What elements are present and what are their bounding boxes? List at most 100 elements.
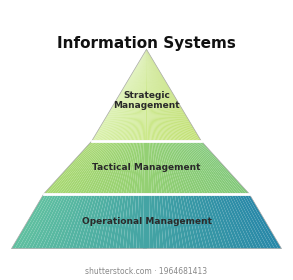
Polygon shape	[136, 141, 142, 194]
Polygon shape	[55, 194, 80, 249]
Polygon shape	[103, 194, 116, 249]
Polygon shape	[146, 49, 155, 141]
Polygon shape	[146, 49, 151, 141]
Polygon shape	[108, 141, 127, 194]
Polygon shape	[44, 141, 93, 194]
Polygon shape	[86, 194, 103, 249]
Polygon shape	[146, 49, 174, 141]
Polygon shape	[183, 194, 197, 249]
Polygon shape	[146, 49, 175, 141]
Polygon shape	[141, 49, 146, 141]
Polygon shape	[112, 49, 146, 141]
Polygon shape	[113, 141, 130, 194]
Polygon shape	[120, 49, 146, 141]
Polygon shape	[18, 194, 52, 249]
Polygon shape	[49, 194, 75, 249]
Polygon shape	[100, 49, 146, 141]
Polygon shape	[146, 49, 166, 141]
Polygon shape	[115, 49, 146, 141]
Polygon shape	[226, 194, 255, 249]
Polygon shape	[98, 141, 122, 194]
Polygon shape	[146, 49, 177, 141]
Polygon shape	[118, 141, 133, 194]
Polygon shape	[121, 141, 134, 194]
Polygon shape	[104, 49, 146, 141]
Polygon shape	[114, 49, 146, 141]
Polygon shape	[119, 49, 146, 141]
Polygon shape	[146, 49, 160, 141]
Polygon shape	[96, 194, 110, 249]
Polygon shape	[146, 49, 185, 141]
Polygon shape	[146, 49, 156, 141]
Polygon shape	[231, 194, 261, 249]
Polygon shape	[146, 49, 159, 141]
Polygon shape	[62, 194, 85, 249]
Polygon shape	[108, 49, 146, 141]
Polygon shape	[99, 194, 113, 249]
Polygon shape	[126, 49, 146, 141]
Polygon shape	[174, 141, 200, 194]
Polygon shape	[160, 141, 175, 194]
Polygon shape	[177, 194, 190, 249]
Polygon shape	[38, 194, 67, 249]
Text: Operational Management: Operational Management	[81, 217, 212, 226]
Polygon shape	[123, 49, 146, 141]
Polygon shape	[126, 141, 137, 194]
Polygon shape	[185, 141, 221, 194]
Polygon shape	[177, 141, 205, 194]
Polygon shape	[166, 141, 185, 194]
Polygon shape	[144, 141, 146, 194]
Polygon shape	[46, 141, 94, 194]
Polygon shape	[54, 141, 98, 194]
Polygon shape	[116, 49, 146, 141]
Polygon shape	[15, 194, 49, 249]
Polygon shape	[213, 194, 238, 249]
Polygon shape	[72, 194, 93, 249]
Polygon shape	[153, 141, 162, 194]
Polygon shape	[116, 141, 132, 194]
Polygon shape	[146, 49, 200, 141]
Polygon shape	[134, 141, 141, 194]
Polygon shape	[130, 49, 146, 141]
Polygon shape	[103, 141, 125, 194]
Text: Information Systems: Information Systems	[57, 36, 236, 51]
Polygon shape	[100, 141, 123, 194]
Polygon shape	[120, 194, 129, 249]
Polygon shape	[110, 49, 146, 141]
Polygon shape	[148, 141, 152, 194]
Polygon shape	[146, 49, 193, 141]
Polygon shape	[146, 194, 150, 249]
Polygon shape	[146, 49, 195, 141]
Polygon shape	[175, 141, 203, 194]
Polygon shape	[146, 49, 157, 141]
Polygon shape	[162, 194, 170, 249]
Polygon shape	[241, 194, 275, 249]
Polygon shape	[221, 194, 248, 249]
Polygon shape	[244, 194, 278, 249]
Polygon shape	[134, 49, 146, 141]
Polygon shape	[88, 141, 116, 194]
Polygon shape	[95, 141, 120, 194]
Polygon shape	[161, 141, 177, 194]
Polygon shape	[205, 194, 227, 249]
Polygon shape	[200, 194, 221, 249]
Polygon shape	[198, 194, 217, 249]
Polygon shape	[192, 141, 234, 194]
Polygon shape	[171, 141, 195, 194]
Polygon shape	[97, 49, 146, 141]
Polygon shape	[197, 141, 244, 194]
Polygon shape	[92, 49, 146, 141]
Polygon shape	[146, 49, 201, 141]
Polygon shape	[62, 141, 103, 194]
Polygon shape	[200, 141, 249, 194]
Polygon shape	[146, 49, 189, 141]
Polygon shape	[224, 194, 251, 249]
Polygon shape	[247, 194, 282, 249]
Polygon shape	[142, 49, 146, 141]
Polygon shape	[163, 141, 180, 194]
Polygon shape	[22, 194, 54, 249]
Polygon shape	[179, 141, 211, 194]
Polygon shape	[186, 141, 224, 194]
Polygon shape	[146, 49, 182, 141]
Polygon shape	[96, 49, 146, 141]
